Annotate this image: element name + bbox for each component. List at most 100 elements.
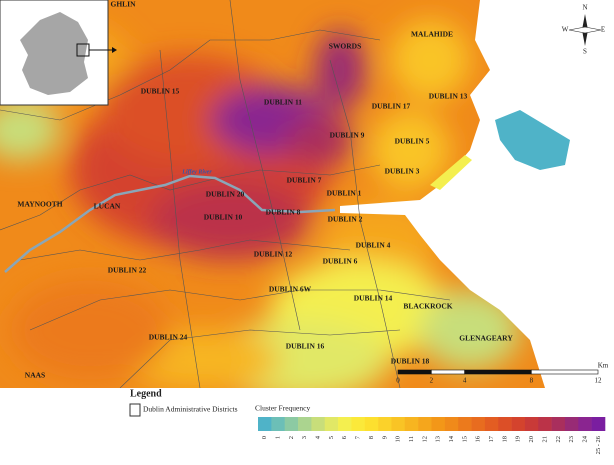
district-label: DUBLIN 6 bbox=[323, 257, 358, 266]
color-swatch bbox=[338, 417, 352, 431]
colorbar-tick-label: 22 bbox=[555, 436, 562, 443]
color-swatch bbox=[271, 417, 285, 431]
scale-unit: Km bbox=[598, 362, 609, 370]
district-label: DUBLIN 18 bbox=[391, 357, 430, 366]
colorbar-tick-label: 4 bbox=[315, 435, 322, 439]
compass-letter: W bbox=[562, 26, 569, 34]
district-label: NAAS bbox=[25, 371, 45, 380]
color-swatch bbox=[378, 417, 392, 431]
colorbar-tick-label: 8 bbox=[368, 436, 375, 439]
colorbar-tick-label: 19 bbox=[515, 436, 522, 443]
color-swatch bbox=[391, 417, 406, 431]
district-label: GHLIN bbox=[110, 0, 136, 9]
color-swatch bbox=[404, 417, 419, 431]
district-label: DUBLIN 17 bbox=[372, 102, 411, 111]
colorbar-tick-label: 9 bbox=[381, 436, 388, 439]
scale-label: 0 bbox=[396, 377, 400, 385]
district-label: LUCAN bbox=[94, 202, 121, 211]
compass-letter: E bbox=[601, 26, 605, 34]
district-label: GLENAGEARY bbox=[459, 334, 513, 343]
district-label: DUBLIN 24 bbox=[149, 333, 188, 342]
district-label: DUBLIN 1 bbox=[327, 189, 362, 198]
colorbar-tick-label: 3 bbox=[301, 436, 308, 439]
district-label: MAYNOOTH bbox=[17, 200, 62, 209]
colorbar-tick-label: 2 bbox=[288, 436, 295, 439]
district-label: BLACKROCK bbox=[403, 302, 452, 311]
color-swatch bbox=[578, 417, 592, 431]
colorbar-tick-label: 23 bbox=[568, 436, 575, 443]
lagoon bbox=[495, 110, 570, 170]
compass-letter: N bbox=[582, 4, 587, 12]
color-swatch bbox=[524, 417, 539, 431]
color-swatch bbox=[538, 417, 552, 431]
scale-label: 4 bbox=[463, 377, 467, 385]
district-label: DUBLIN 20 bbox=[206, 190, 245, 199]
district-label: DUBLIN 5 bbox=[395, 137, 430, 146]
district-label: DUBLIN 14 bbox=[354, 294, 393, 303]
district-label: DUBLIN 6W bbox=[269, 285, 312, 294]
color-swatch bbox=[511, 417, 526, 431]
colorbar-tick-label: 0 bbox=[261, 436, 268, 439]
district-label: DUBLIN 2 bbox=[328, 215, 363, 224]
scale-segment bbox=[464, 369, 532, 375]
scale-label: 12 bbox=[595, 377, 603, 385]
map bbox=[0, 0, 614, 388]
colorbar-tick-label: 12 bbox=[421, 436, 428, 443]
colorbar-tick-label: 17 bbox=[488, 435, 495, 442]
heat-surface bbox=[0, 20, 520, 388]
liffey-river bbox=[4, 174, 336, 273]
color-swatch bbox=[311, 417, 326, 431]
colorbar-tick-label: 20 bbox=[528, 436, 535, 443]
district-label: DUBLIN 12 bbox=[254, 250, 293, 259]
district-label: MALAHIDE bbox=[411, 30, 453, 39]
legend-districts: Dublin Administrative Districts bbox=[143, 405, 238, 414]
colorbar-tick-label: 25 - 26 bbox=[595, 435, 602, 454]
color-swatch bbox=[364, 417, 379, 431]
colorbar-tick-label: 15 bbox=[461, 436, 468, 443]
sea bbox=[340, 0, 614, 388]
district-label: DUBLIN 13 bbox=[429, 92, 468, 101]
colorbar-tick-label: 5 bbox=[328, 436, 335, 439]
scale-segment bbox=[531, 369, 599, 375]
scale-label: 8 bbox=[530, 377, 534, 385]
color-swatch bbox=[458, 417, 472, 431]
district-label: DUBLIN 3 bbox=[385, 167, 420, 176]
district-label: DUBLIN 9 bbox=[330, 131, 365, 140]
district-label: DUBLIN 10 bbox=[204, 213, 243, 222]
district-label: SWORDS bbox=[329, 42, 362, 51]
district-label: DUBLIN 22 bbox=[108, 266, 147, 275]
color-swatch bbox=[471, 417, 486, 431]
colorbar-tick-label: 7 bbox=[355, 435, 362, 439]
color-swatch bbox=[351, 417, 366, 431]
color-swatch bbox=[444, 417, 459, 431]
colorbar-tick-label: 21 bbox=[541, 436, 548, 443]
colorbar-tick-label: 13 bbox=[435, 436, 442, 443]
river-label: Liffey River bbox=[181, 169, 212, 175]
colorbar-tick-label: 6 bbox=[341, 435, 348, 439]
color-swatch bbox=[591, 417, 606, 431]
color-swatch bbox=[498, 417, 512, 431]
compass-letter: S bbox=[583, 48, 587, 56]
district-label: DUBLIN 8 bbox=[266, 208, 301, 217]
colorbar-title: Cluster Frequency bbox=[255, 404, 310, 413]
colorbar-tick-label: 10 bbox=[395, 436, 402, 443]
colorbar-tick-label: 18 bbox=[501, 436, 508, 443]
bull-island bbox=[430, 155, 472, 190]
legend-title: Legend bbox=[130, 388, 162, 399]
color-swatch bbox=[431, 417, 446, 431]
color-swatch bbox=[258, 417, 272, 431]
district-label: DUBLIN 7 bbox=[287, 176, 322, 185]
scale-segment bbox=[397, 369, 432, 375]
color-swatch bbox=[551, 417, 566, 431]
district-label: DUBLIN 4 bbox=[356, 241, 391, 250]
inset-map bbox=[0, 0, 117, 106]
scale-label: 2 bbox=[430, 377, 434, 385]
color-swatch bbox=[284, 417, 299, 431]
colorbar-tick-label: 1 bbox=[275, 436, 282, 439]
compass bbox=[568, 14, 602, 46]
color-swatch bbox=[418, 417, 432, 431]
colorbar-tick-label: 14 bbox=[448, 435, 455, 442]
colorbar-tick-label: 24 bbox=[581, 435, 588, 442]
district-label: DUBLIN 11 bbox=[264, 98, 302, 107]
